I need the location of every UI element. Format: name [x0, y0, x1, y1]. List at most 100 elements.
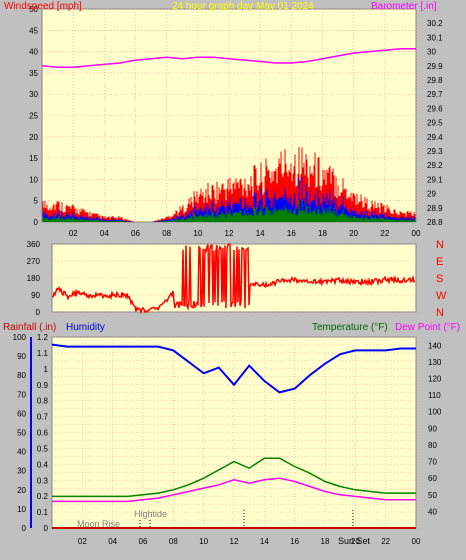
x-tick-label: 10 — [193, 229, 202, 238]
wind-tick-label: 50 — [29, 5, 38, 14]
x-tick-label: 20 — [349, 229, 358, 238]
x-tick-label: 12 — [225, 229, 234, 238]
barometer-line — [41, 48, 416, 68]
wind-tick-label: 20 — [29, 133, 38, 142]
rain-tick-label: 0.4 — [37, 460, 49, 469]
direction-tick-label: 180 — [27, 274, 41, 283]
rain-tick-label: 0.2 — [37, 492, 49, 501]
wind-tick-label: 5 — [34, 197, 39, 206]
temperature-tick-label: 50 — [428, 491, 437, 500]
x-tick-label: 16 — [290, 537, 299, 546]
wind-tick-label: 0 — [34, 218, 39, 227]
wind-tick-label: 25 — [29, 112, 38, 121]
temperature-line — [52, 457, 416, 498]
hightide-label: Hightide — [134, 509, 167, 519]
wind-bars — [42, 146, 416, 222]
x-tick-label: 02 — [69, 229, 78, 238]
humidity-line — [51, 343, 416, 394]
wind-tick-label: 30 — [29, 90, 38, 99]
humidity-tick-label: 80 — [17, 371, 26, 380]
x-tick-label: 06 — [131, 229, 140, 238]
humidity-y-axis: 0 10 20 30 40 50 60 70 80 90 100 — [13, 333, 32, 533]
x-tick-label: 08 — [162, 229, 171, 238]
barometer-tick-label: 29.1 — [427, 175, 443, 184]
temperature-tick-label: 120 — [428, 375, 442, 384]
temperature-tick-label: 70 — [428, 458, 437, 467]
rain-tick-label: 0.9 — [37, 381, 49, 390]
x-tick-label: 18 — [321, 537, 330, 546]
x-tick-label: 22 — [380, 229, 389, 238]
rain-tick-label: 0.3 — [37, 476, 49, 485]
barometer-tick-label: 29 — [427, 190, 436, 199]
barometer-tick-label: 30 — [427, 48, 436, 57]
x-axis-bottom: 02 04 06 08 10 12 14 16 18 20 22 00 — [78, 537, 421, 546]
barometer-tick-label: 29.9 — [427, 62, 443, 71]
rain-tick-label: 1.2 — [37, 333, 49, 342]
temperature-tick-label: 130 — [428, 358, 442, 367]
compass-label: S — [436, 273, 443, 285]
humidity-label: Humidity — [66, 322, 105, 333]
humidity-tick-label: 10 — [17, 505, 26, 514]
x-tick-label: 18 — [318, 229, 327, 238]
rainfall-label: Rainfall (.in) — [3, 322, 56, 333]
barometer-tick-label: 30.1 — [427, 33, 443, 42]
barometer-tick-label: 28.8 — [427, 218, 443, 227]
rain-tick-label: 0.8 — [37, 397, 49, 406]
temperature-tick-label: 100 — [428, 408, 442, 417]
x-tick-label: 02 — [78, 537, 87, 546]
temperature-tick-label: 80 — [428, 441, 437, 450]
x-tick-label: 22 — [381, 537, 390, 546]
compass-label: N — [436, 239, 444, 251]
rain-tick-label: 1 — [44, 365, 49, 374]
x-tick-label: 14 — [260, 537, 269, 546]
compass-label: W — [436, 290, 447, 302]
wind-tick-label: 40 — [29, 48, 38, 57]
x-tick-label: 08 — [169, 537, 178, 546]
dewpoint-label: Dew Point (°F) — [395, 322, 460, 333]
direction-tick-label: 90 — [31, 291, 40, 300]
compass-label: E — [436, 256, 443, 268]
barometer-tick-label: 29.5 — [427, 119, 443, 128]
x-axis-top: 02 04 06 08 10 12 14 16 18 20 22 00 — [69, 229, 421, 238]
moonrise-label: Moon Rise — [77, 519, 120, 529]
humidity-tick-label: 70 — [17, 390, 26, 399]
barometer-tick-label: 29.7 — [427, 90, 443, 99]
humidity-tick-label: 20 — [17, 486, 26, 495]
barometer-tick-label: 29.2 — [427, 161, 443, 170]
direction-tick-label: 360 — [27, 240, 41, 249]
wind-y-axis: 0 5 10 15 20 25 30 35 40 45 50 — [29, 5, 38, 227]
wind-tick-label: 10 — [29, 175, 38, 184]
humidity-tick-label: 40 — [17, 448, 26, 457]
temperature-label: Temperature (°F) — [312, 322, 388, 333]
x-tick-label: 20 — [351, 537, 360, 546]
x-tick-label: 00 — [412, 537, 421, 546]
humidity-tick-label: 100 — [13, 333, 27, 342]
temperature-tick-label: 90 — [428, 424, 437, 433]
x-tick-label: 00 — [412, 229, 421, 238]
wind-tick-label: 15 — [29, 154, 38, 163]
temperature-tick-label: 60 — [428, 474, 437, 483]
barometer-tick-label: 29.8 — [427, 76, 443, 85]
wind-tick-label: 35 — [29, 69, 38, 78]
x-tick-label: 04 — [108, 537, 117, 546]
barometer-tick-label: 29.3 — [427, 147, 443, 156]
direction-tick-label: 270 — [27, 257, 41, 266]
temperature-y-axis: 40 50 60 70 80 90 100 110 120 130 140 — [428, 341, 442, 516]
temperature-tick-label: 40 — [428, 507, 437, 516]
chart-title: 24 hour graph day May 01 2024 — [172, 1, 314, 12]
humidity-tick-label: 50 — [17, 429, 26, 438]
temperature-tick-label: 140 — [428, 341, 442, 350]
x-tick-label: 06 — [139, 537, 148, 546]
direction-tick-label: 0 — [36, 308, 41, 317]
rain-tick-label: 0.6 — [37, 429, 49, 438]
barometer-y-axis: 28.8 28.9 29 29.1 29.2 29.3 29.4 29.5 29.6 29.7 29… — [427, 19, 443, 227]
barometer-label: Barometer [.in] — [371, 1, 437, 12]
dewpoint-line — [52, 477, 416, 503]
barometer-tick-label: 28.9 — [427, 204, 443, 213]
barometer-tick-label: 30.2 — [427, 19, 443, 28]
